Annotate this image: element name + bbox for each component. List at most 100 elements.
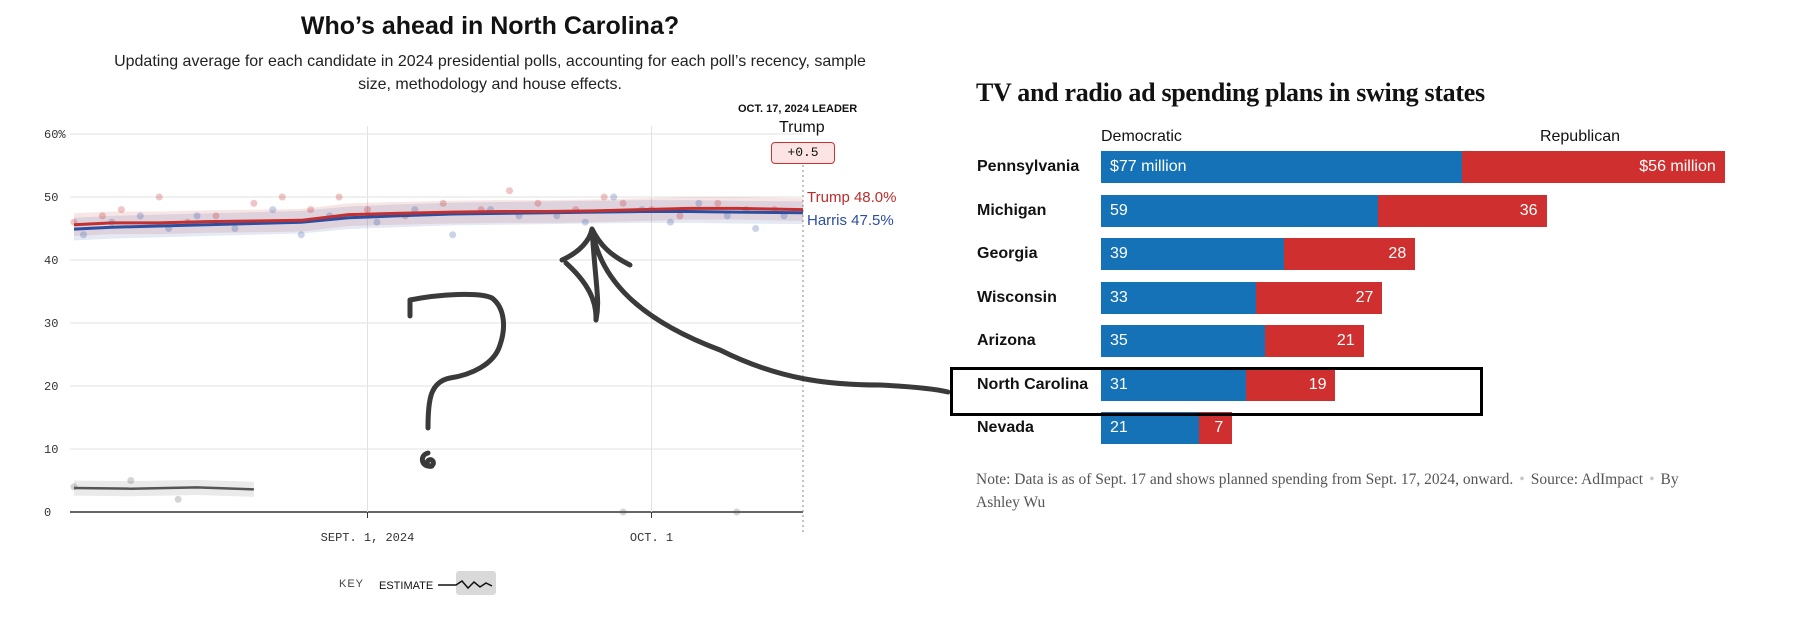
x-tick-label: SEPT. 1, 2024: [321, 531, 415, 545]
harris-poll-dot: [581, 218, 589, 226]
trend-lines: [73, 206, 804, 491]
trump-poll-dot: [117, 206, 125, 214]
state-label: Michigan: [977, 201, 1047, 219]
trump-poll-dot: [98, 212, 106, 220]
democratic-bar: 21: [1101, 412, 1200, 444]
axis-ticks: 60% 50 40 30 20 10 0 SEPT. 1, 2024 OCT. 1: [44, 128, 673, 545]
harris-poll-dot: [373, 218, 381, 226]
source-text: Source: AdImpact: [1530, 471, 1644, 488]
separator-dot: •: [1519, 471, 1525, 488]
trump-poll-dot: [534, 199, 542, 207]
democratic-bar: 39: [1101, 238, 1284, 270]
harris-poll-dot: [723, 212, 731, 220]
y-tick-label: 10: [44, 443, 58, 457]
question-mark-dot: [419, 450, 436, 469]
key-label: KEY: [339, 578, 365, 590]
republican-bar: 19: [1246, 368, 1336, 401]
trump-poll-dot: [619, 199, 627, 207]
republican-bar: 27: [1255, 281, 1383, 314]
trump-poll-dot: [363, 206, 371, 214]
key-estimate-label: ESTIMATE: [379, 580, 434, 592]
democratic-header: Democratic: [1101, 128, 1182, 145]
chart-key: [438, 571, 496, 595]
trump-poll-dot: [307, 206, 315, 214]
harris-poll-dot: [780, 212, 788, 220]
state-label: Georgia: [977, 245, 1038, 262]
trump-poll-dot: [600, 193, 608, 201]
key-line-swatch: [438, 580, 493, 590]
democratic-bar-label: 21: [1110, 419, 1128, 436]
democratic-bar: 59: [1101, 194, 1378, 227]
harris-poll-dot: [752, 225, 760, 232]
hand-drawn-annotation: [407, 226, 951, 469]
harris-poll-dot: [666, 218, 674, 226]
democratic-bar-label: 59: [1110, 201, 1128, 219]
trump-series-label: Trump 48.0%: [807, 189, 897, 206]
democratic-bar: 35: [1101, 325, 1266, 357]
north-carolina-highlight-box: [950, 367, 1483, 416]
state-label: North Carolina: [977, 375, 1089, 393]
republican-bar-label: 27: [1355, 288, 1374, 306]
note-text: Note: Data is as of Sept. 17 and shows p…: [976, 471, 1514, 488]
democratic-bar: $77 million: [1101, 151, 1463, 183]
trump-poll-dot: [676, 212, 684, 220]
democratic-bar: 33: [1101, 281, 1256, 314]
other-poll-dot: [174, 495, 182, 503]
republican-bar: 28: [1283, 238, 1416, 270]
other-poll-dot: [619, 508, 627, 516]
leader-name: Trump: [779, 119, 825, 136]
confidence-bands: [74, 197, 803, 497]
y-tick-label: 20: [44, 380, 58, 394]
y-tick-label: 30: [44, 317, 58, 331]
trump-poll-dot: [250, 199, 258, 207]
republican-bar-label: 28: [1388, 245, 1407, 262]
harris-poll-dot: [449, 231, 457, 239]
republican-bar-label: 7: [1214, 419, 1224, 436]
trump-poll-dot: [155, 193, 163, 201]
trump-uncertainty-band: [74, 197, 803, 237]
democratic-bar-label: $77 million: [1110, 158, 1187, 175]
y-tick-label: 0: [44, 506, 51, 520]
trump-poll-dot: [506, 187, 514, 195]
state-label: Arizona: [977, 332, 1036, 349]
trump-poll-dot: [278, 193, 286, 201]
trump-poll-dot: [439, 199, 447, 207]
harris-uncertainty-band: [74, 200, 803, 241]
trump-poll-dot: [714, 199, 722, 207]
y-tick-label: 60%: [44, 128, 66, 142]
annotation-arrow: [559, 226, 951, 395]
leader-margin-badge: +0.5: [771, 142, 835, 164]
other-poll-dot: [127, 477, 135, 484]
harris-poll-dot: [610, 193, 618, 201]
democratic-bar-label: 39: [1110, 245, 1128, 262]
republican-bar: 21: [1265, 325, 1364, 357]
harris-poll-dot: [79, 231, 87, 239]
harris-poll-dot: [553, 212, 561, 220]
republican-bar-label: 21: [1336, 332, 1355, 349]
harris-series-label: Harris 47.5%: [807, 212, 894, 229]
state-label: Pennsylvania: [977, 158, 1080, 175]
other-poll-dot: [733, 508, 741, 516]
republican-bar: $56 million: [1462, 151, 1725, 183]
y-tick-label: 50: [44, 191, 58, 205]
harris-poll-dot: [231, 225, 239, 232]
chart-note: Note: Data is as of Sept. 17 and shows p…: [976, 468, 1716, 514]
democratic-bar-label: 35: [1110, 332, 1128, 349]
state-label: Nevada: [977, 419, 1034, 436]
other-trend-line: [73, 486, 254, 491]
harris-poll-dot: [136, 212, 144, 220]
democratic-bar: 31: [1101, 368, 1247, 401]
separator-dot: •: [1649, 471, 1655, 488]
trump-trend-line: [73, 206, 804, 227]
harris-poll-dot: [269, 206, 277, 214]
democratic-bar-label: 31: [1110, 375, 1128, 393]
left-chart-title: Who’s ahead in North Carolina?: [300, 12, 680, 40]
state-label: Wisconsin: [977, 288, 1057, 306]
harris-poll-dot: [297, 231, 305, 239]
republican-bar-label: $56 million: [1639, 158, 1716, 175]
harris-poll-dot: [695, 199, 703, 207]
ad-spending-title: TV and radio ad spending plans in swing …: [976, 78, 1485, 107]
leader-date-label: OCT. 17, 2024 LEADER: [738, 103, 858, 115]
chart-grid: [70, 126, 804, 532]
